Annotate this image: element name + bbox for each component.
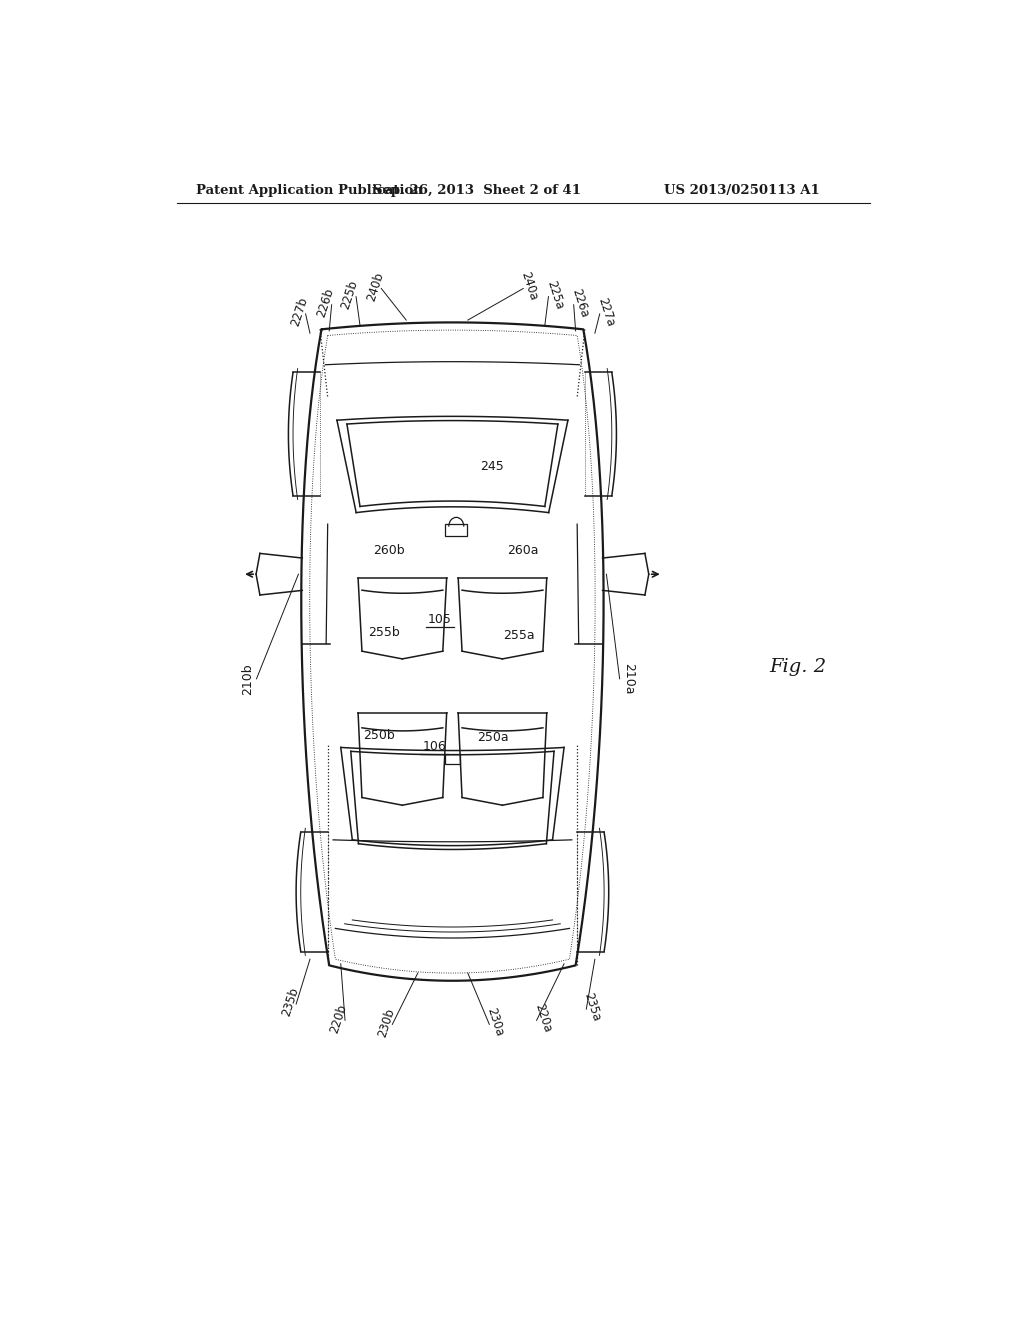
Text: 235a: 235a bbox=[582, 991, 603, 1023]
Text: 227b: 227b bbox=[289, 296, 310, 329]
Text: 225a: 225a bbox=[544, 279, 565, 310]
Text: 255a: 255a bbox=[503, 628, 535, 642]
Text: 220b: 220b bbox=[328, 1002, 349, 1035]
Text: 230a: 230a bbox=[484, 1006, 506, 1039]
Bar bbox=[444, 755, 460, 763]
Text: 240b: 240b bbox=[365, 271, 386, 302]
Text: 105: 105 bbox=[428, 614, 452, 627]
Text: Patent Application Publication: Patent Application Publication bbox=[196, 185, 423, 197]
Text: 226a: 226a bbox=[569, 286, 591, 319]
Text: 230b: 230b bbox=[376, 1006, 397, 1039]
Text: 250b: 250b bbox=[364, 729, 395, 742]
Text: 226b: 226b bbox=[314, 286, 336, 319]
Text: 227a: 227a bbox=[595, 296, 616, 329]
Text: 260b: 260b bbox=[374, 544, 406, 557]
Text: Sep. 26, 2013  Sheet 2 of 41: Sep. 26, 2013 Sheet 2 of 41 bbox=[373, 185, 581, 197]
Bar bbox=[445, 524, 467, 536]
Text: 220a: 220a bbox=[532, 1002, 554, 1035]
Text: 210b: 210b bbox=[241, 663, 254, 694]
Text: Fig. 2: Fig. 2 bbox=[770, 657, 826, 676]
Text: 245: 245 bbox=[480, 459, 504, 473]
Text: 106: 106 bbox=[422, 741, 446, 754]
Text: 255b: 255b bbox=[369, 626, 400, 639]
Text: 210a: 210a bbox=[623, 663, 635, 694]
Text: 240a: 240a bbox=[518, 271, 541, 302]
Text: 260a: 260a bbox=[508, 544, 539, 557]
Text: 250a: 250a bbox=[477, 731, 509, 744]
Text: 235b: 235b bbox=[280, 986, 301, 1018]
Text: 225b: 225b bbox=[339, 279, 360, 310]
Text: US 2013/0250113 A1: US 2013/0250113 A1 bbox=[664, 185, 819, 197]
